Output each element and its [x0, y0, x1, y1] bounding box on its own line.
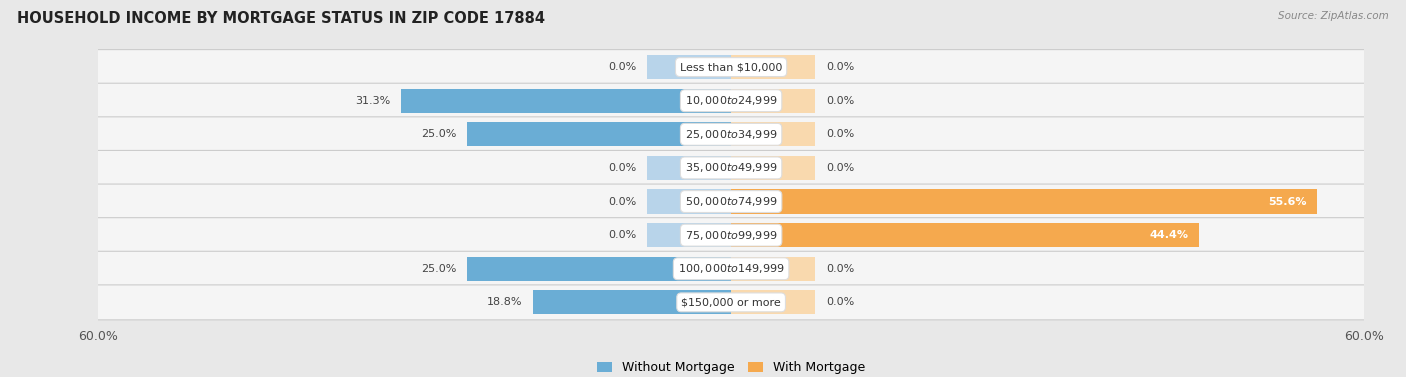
FancyBboxPatch shape: [87, 285, 1375, 320]
Bar: [533, 290, 731, 314]
Text: 44.4%: 44.4%: [1150, 230, 1188, 240]
Bar: [731, 290, 815, 314]
Bar: [647, 257, 731, 281]
Text: 55.6%: 55.6%: [1268, 196, 1308, 207]
Bar: [731, 257, 815, 281]
Text: $75,000 to $99,999: $75,000 to $99,999: [685, 228, 778, 242]
Bar: [647, 189, 731, 214]
Text: 0.0%: 0.0%: [825, 96, 855, 106]
Text: 25.0%: 25.0%: [422, 264, 457, 274]
Text: 0.0%: 0.0%: [607, 230, 636, 240]
Text: 0.0%: 0.0%: [607, 62, 636, 72]
Text: 0.0%: 0.0%: [825, 297, 855, 307]
Text: $35,000 to $49,999: $35,000 to $49,999: [685, 161, 778, 175]
Legend: Without Mortgage, With Mortgage: Without Mortgage, With Mortgage: [592, 356, 870, 377]
Bar: [731, 156, 815, 180]
Bar: [647, 156, 731, 180]
Text: Less than $10,000: Less than $10,000: [681, 62, 782, 72]
Bar: [731, 55, 815, 79]
Bar: [467, 122, 731, 146]
Bar: [467, 257, 731, 281]
Text: 25.0%: 25.0%: [422, 129, 457, 139]
Text: 0.0%: 0.0%: [607, 196, 636, 207]
Bar: [731, 122, 815, 146]
Bar: [401, 89, 731, 113]
FancyBboxPatch shape: [87, 83, 1375, 118]
Text: 0.0%: 0.0%: [825, 129, 855, 139]
Text: $50,000 to $74,999: $50,000 to $74,999: [685, 195, 778, 208]
FancyBboxPatch shape: [87, 117, 1375, 152]
Bar: [731, 89, 815, 113]
Bar: [731, 189, 815, 214]
Text: HOUSEHOLD INCOME BY MORTGAGE STATUS IN ZIP CODE 17884: HOUSEHOLD INCOME BY MORTGAGE STATUS IN Z…: [17, 11, 546, 26]
Text: 0.0%: 0.0%: [825, 264, 855, 274]
FancyBboxPatch shape: [87, 184, 1375, 219]
Bar: [731, 223, 815, 247]
FancyBboxPatch shape: [87, 218, 1375, 253]
FancyBboxPatch shape: [87, 150, 1375, 185]
Bar: [731, 223, 1199, 247]
Text: 0.0%: 0.0%: [825, 163, 855, 173]
Text: $150,000 or more: $150,000 or more: [682, 297, 780, 307]
Bar: [647, 290, 731, 314]
Text: 0.0%: 0.0%: [607, 163, 636, 173]
Bar: [647, 55, 731, 79]
Text: 18.8%: 18.8%: [486, 297, 523, 307]
Text: $25,000 to $34,999: $25,000 to $34,999: [685, 128, 778, 141]
Bar: [647, 89, 731, 113]
Text: 0.0%: 0.0%: [825, 62, 855, 72]
FancyBboxPatch shape: [87, 251, 1375, 286]
Bar: [731, 189, 1317, 214]
Bar: [647, 122, 731, 146]
Text: $100,000 to $149,999: $100,000 to $149,999: [678, 262, 785, 275]
Text: Source: ZipAtlas.com: Source: ZipAtlas.com: [1278, 11, 1389, 21]
FancyBboxPatch shape: [87, 50, 1375, 84]
Text: $10,000 to $24,999: $10,000 to $24,999: [685, 94, 778, 107]
Text: 31.3%: 31.3%: [356, 96, 391, 106]
Bar: [647, 223, 731, 247]
